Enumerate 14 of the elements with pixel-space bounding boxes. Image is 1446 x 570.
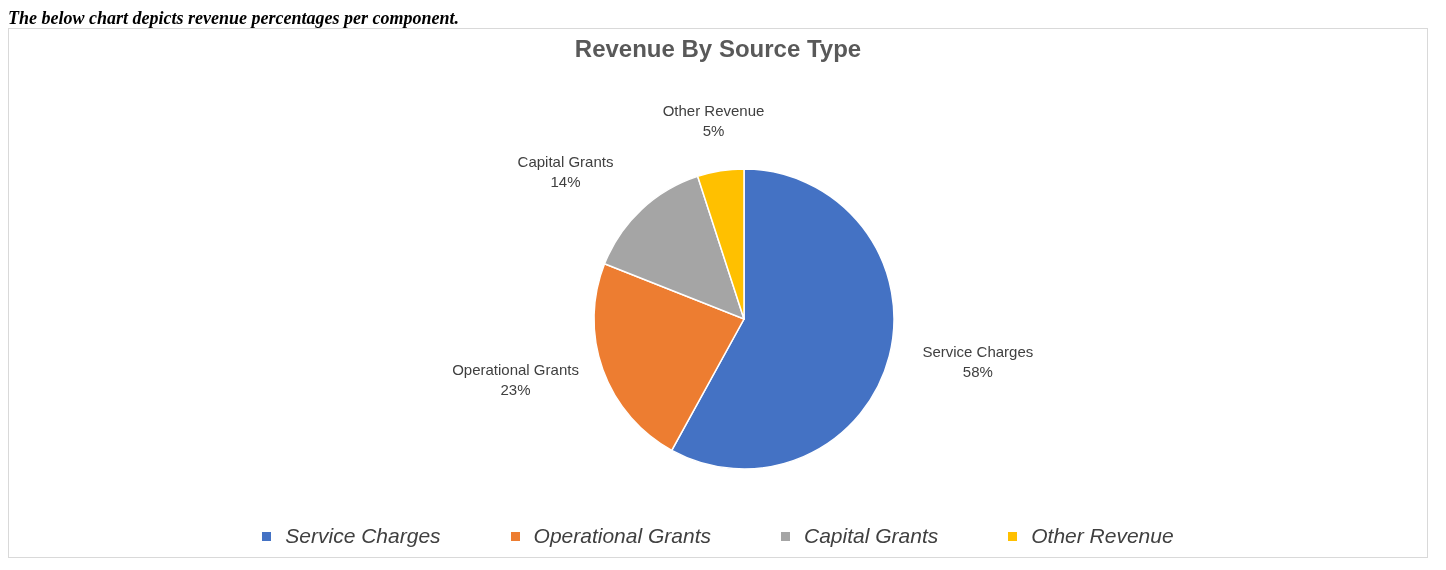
slice-label: Operational Grants — [452, 361, 579, 379]
legend-label: Operational Grants — [533, 524, 711, 548]
slice-label: Service Charges — [922, 343, 1034, 361]
data-label: 14% — [550, 172, 581, 190]
chart-title: Revenue By Source Type — [573, 35, 863, 64]
legend-label: Capital Grants — [804, 524, 939, 548]
slice-label: Capital Grants — [517, 152, 614, 170]
legend-label: Other Revenue — [1031, 524, 1174, 548]
text: The below chart depicts revenue percentages per component. — [8, 8, 460, 28]
legend-label: Service Charges — [285, 524, 441, 548]
data-label: 58% — [962, 363, 993, 381]
slice-label: Other Revenue — [662, 102, 765, 120]
data-label: 5% — [702, 122, 725, 140]
data-label: 23% — [500, 381, 531, 399]
